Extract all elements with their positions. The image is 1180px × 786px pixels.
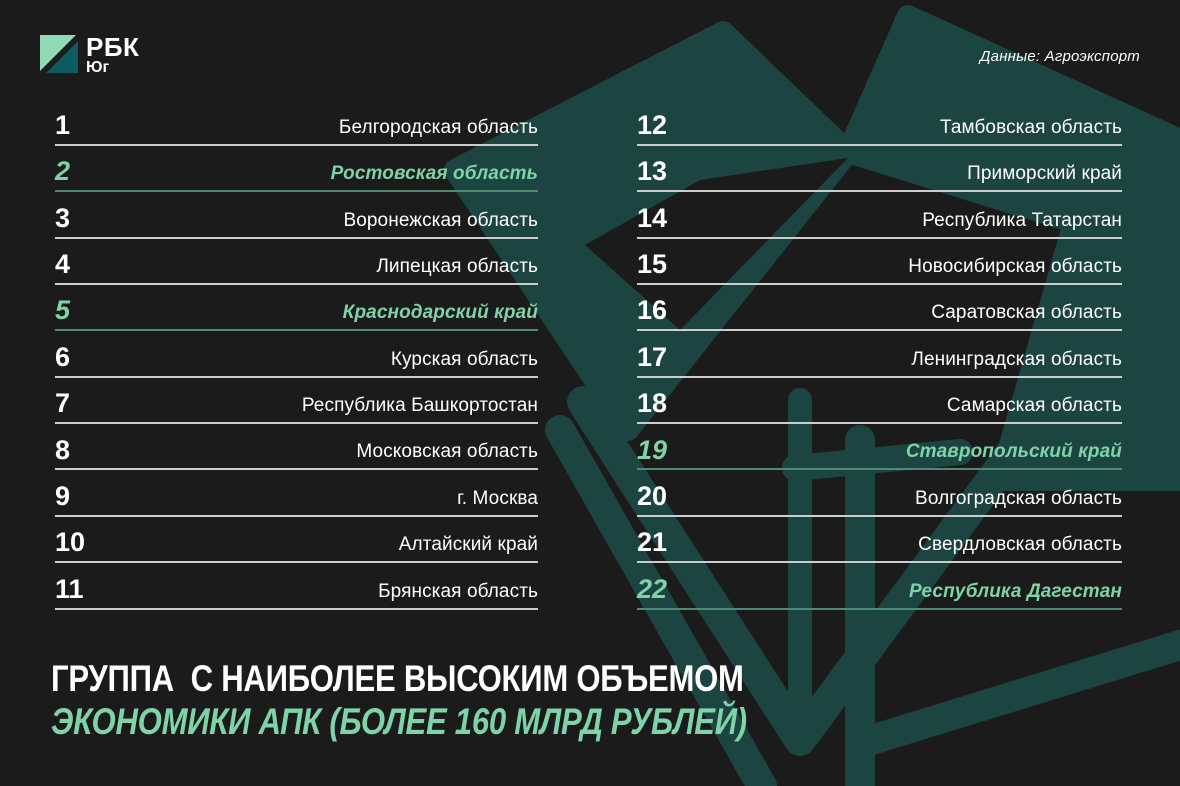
region-name: Самарская область (946, 395, 1122, 417)
logo-region-label: Юг (86, 59, 110, 77)
region-name: Курская область (390, 348, 538, 370)
region-name: Ростовская область (330, 163, 538, 185)
ranking-row: 3 Воронежская область (55, 192, 538, 239)
rank-number: 6 (55, 341, 71, 372)
region-name: Республика Башкортостан (301, 395, 538, 417)
region-name: Приморский край (967, 163, 1122, 185)
ranking-row: 6 Курская область (55, 331, 538, 378)
ranking-row: 18 Самарская область (637, 378, 1122, 425)
title-line-1: ГРУППА С НАИБОЛЕЕ ВЫСОКИМ ОБЪЕМОМ (51, 658, 744, 699)
region-name: Ставропольский край (905, 441, 1122, 463)
rank-number: 21 (637, 527, 668, 558)
logo-text: РБК Юг (86, 32, 140, 77)
logo-brand: РБК (86, 32, 140, 62)
ranking-row: 14 Республика Татарстан (637, 192, 1122, 239)
rank-number: 17 (637, 341, 668, 372)
ranking-row: 8 Московская область (55, 424, 538, 471)
region-name: Алтайский край (398, 534, 538, 556)
rank-number: 4 (55, 249, 71, 280)
region-name: Краснодарский край (342, 302, 538, 324)
ranking-row: 4 Липецкая область (55, 239, 538, 286)
rank-number: 3 (55, 202, 71, 233)
ranking-row: 11 Брянская область (55, 563, 538, 610)
rank-number: 19 (637, 434, 668, 465)
ranking-row: 13 Приморский край (637, 146, 1122, 193)
ranking-row: 12 Тамбовская область (637, 100, 1122, 146)
ranking-column-right: 12 Тамбовская область 13 Приморский край… (637, 100, 1122, 610)
title-block: ГРУППА С НАИБОЛЕЕ ВЫСОКИМ ОБЪЕМОМ ЭКОНОМ… (51, 658, 879, 744)
rank-number: 22 (637, 573, 668, 604)
rank-number: 9 (55, 480, 71, 511)
region-name: Республика Дагестан (909, 580, 1122, 602)
ranking-row: 2 Ростовская область (55, 146, 538, 193)
rank-number: 10 (55, 527, 86, 558)
ranking-row: 10 Алтайский край (55, 517, 538, 564)
rank-number: 8 (55, 434, 71, 465)
rank-number: 1 (55, 110, 71, 141)
ranking-row: 9 г. Москва (55, 470, 538, 517)
region-name: Саратовская область (931, 302, 1122, 324)
rank-number: 13 (637, 156, 668, 187)
ranking-row: 19 Ставропольский край (637, 424, 1122, 471)
rank-number: 20 (637, 480, 668, 511)
region-name: Липецкая область (376, 256, 538, 278)
region-name: г. Москва (457, 487, 538, 509)
rank-number: 15 (637, 249, 668, 280)
ranking-row: 1 Белгородская область (55, 100, 538, 146)
region-name: Республика Татарстан (922, 209, 1122, 231)
rbc-yug-logo: РБК Юг (40, 32, 140, 77)
region-name: Тамбовская область (939, 116, 1122, 138)
data-source-note: Данные: Агроэкспорт (979, 48, 1140, 65)
region-name: Воронежская область (343, 209, 538, 231)
title-line-2: ЭКОНОМИКИ АПК (БОЛЕЕ 160 МЛРД РУБЛЕЙ) (51, 700, 747, 742)
rank-number: 2 (55, 156, 71, 187)
rank-number: 18 (637, 388, 668, 419)
ranking-row: 16 Саратовская область (637, 285, 1122, 332)
rank-number: 14 (637, 202, 668, 233)
rank-number: 7 (55, 388, 71, 419)
ranking-row: 7 Республика Башкортостан (55, 378, 538, 425)
region-name: Ленинградская область (911, 348, 1122, 370)
region-name: Новосибирская область (908, 256, 1122, 278)
region-name: Белгородская область (338, 116, 538, 138)
ranking-row: 21 Свердловская область (637, 517, 1122, 564)
ranking-row: 15 Новосибирская область (637, 239, 1122, 286)
rank-number: 11 (55, 573, 84, 604)
ranking-row: 17 Ленинградская область (637, 331, 1122, 378)
region-name: Свердловская область (918, 534, 1122, 556)
rbc-logo-mark-icon (40, 35, 78, 73)
ranking-row: 22 Республика Дагестан (637, 563, 1122, 610)
rank-number: 16 (637, 295, 668, 326)
region-name: Московская область (356, 441, 538, 463)
ranking-column-left: 1 Белгородская область 2 Ростовская обла… (55, 100, 538, 610)
region-name: Брянская область (378, 580, 538, 602)
ranking-row: 5 Краснодарский край (55, 285, 538, 332)
rank-number: 5 (55, 295, 71, 326)
rank-number: 12 (637, 110, 668, 141)
ranking-row: 20 Волгоградская область (637, 470, 1122, 517)
region-name: Волгоградская область (915, 487, 1122, 509)
